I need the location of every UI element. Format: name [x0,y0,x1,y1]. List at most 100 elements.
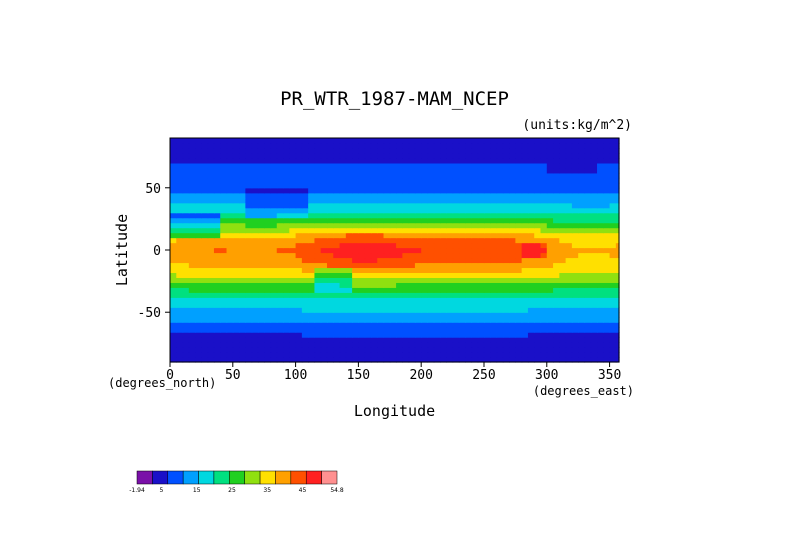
heatmap-cell [440,217,447,224]
heatmap-cell [377,267,385,273]
heatmap-cell [597,247,604,254]
heatmap-cell [496,182,504,189]
heatmap-cell [458,142,466,149]
heatmap-cell [490,302,498,308]
heatmap-cell [609,297,617,303]
heatmap-cell [251,262,259,269]
heatmap-cell [276,212,284,219]
heatmap-cell [452,287,460,293]
heatmap-cell [465,282,473,288]
heatmap-cell [345,267,353,273]
heatmap-cell [527,307,535,313]
heatmap-cell [257,317,265,323]
heatmap-cell [226,212,234,219]
heatmap-cell [333,347,341,353]
heatmap-cell [471,287,479,293]
heatmap-cell [220,242,228,249]
heatmap-cell [358,147,366,154]
heatmap-cell [226,342,234,348]
heatmap-cell [213,282,221,288]
heatmap-cell [603,352,611,358]
heatmap-cell [559,352,567,358]
heatmap-cell [490,292,498,298]
heatmap-cell [257,307,265,313]
heatmap-cell [245,252,253,259]
heatmap-cell [546,292,554,298]
heatmap-cell [389,297,397,303]
heatmap-cell [427,337,435,343]
heatmap-cell [540,342,548,348]
heatmap-cell [213,162,221,169]
heatmap-cell [251,337,259,343]
heatmap-cell [527,222,535,229]
heatmap-cell [201,232,209,239]
heatmap-cell [458,162,466,169]
heatmap-cell [578,327,586,333]
heatmap-cell [458,212,466,219]
heatmap-cell [257,357,265,363]
heatmap-cell [584,202,592,209]
heatmap-cell [553,317,560,323]
heatmap-cell [590,347,598,353]
heatmap-cell [515,222,523,229]
heatmap-cell [483,317,491,323]
heatmap-cell [195,277,202,283]
heatmap-cell [389,138,397,144]
heatmap-cell [527,232,535,239]
heatmap-cell [245,267,253,273]
heatmap-cell [433,232,441,239]
heatmap-cell [195,252,202,259]
heatmap-cell [603,202,611,209]
heatmap-cell [389,227,397,234]
heatmap-cell [603,327,611,333]
heatmap-cell [571,138,579,144]
heatmap-cell [446,157,454,164]
heatmap-cell [408,162,416,169]
heatmap-cell [320,257,328,264]
heatmap-cell [257,202,265,209]
heatmap-cell [352,138,359,144]
heatmap-cell [546,257,554,264]
heatmap-cell [597,152,604,159]
heatmap-cell [590,342,598,348]
heatmap-cell [264,317,272,323]
heatmap-cell [257,222,265,229]
heatmap-cell [584,332,592,338]
heatmap-cell [521,162,529,169]
heatmap-cell [289,182,297,189]
heatmap-cell [295,267,303,273]
heatmap-cell [182,227,190,234]
heatmap-cell [471,202,479,209]
heatmap-cell [339,302,347,308]
heatmap-cell [182,207,190,214]
heatmap-cell [213,352,221,358]
heatmap-cell [490,142,498,149]
heatmap-cell [427,347,435,353]
heatmap-cell [377,227,385,234]
heatmap-cell [283,322,290,328]
heatmap-cell [364,342,372,348]
heatmap-cell [213,257,221,264]
heatmap-cell [370,307,378,313]
heatmap-cell [559,217,567,224]
heatmap-cell [339,352,347,358]
heatmap-cell [308,172,316,179]
heatmap-cell [264,217,272,224]
heatmap-cell [597,202,604,209]
heatmap-cell [408,247,416,254]
heatmap-cell [509,332,516,338]
heatmap-cell [446,222,454,229]
heatmap-cell [553,272,560,278]
heatmap-cell [427,282,435,288]
heatmap-cell [440,207,447,214]
heatmap-cell [270,167,278,174]
heatmap-cell [584,177,592,184]
heatmap-cell [170,232,177,239]
heatmap-cell [477,297,485,303]
heatmap-cell [195,352,202,358]
heatmap-cell [220,142,228,149]
heatmap-cell [471,197,479,204]
heatmap-cell [609,357,617,363]
heatmap-cell [483,262,491,269]
heatmap-cell [584,342,592,348]
